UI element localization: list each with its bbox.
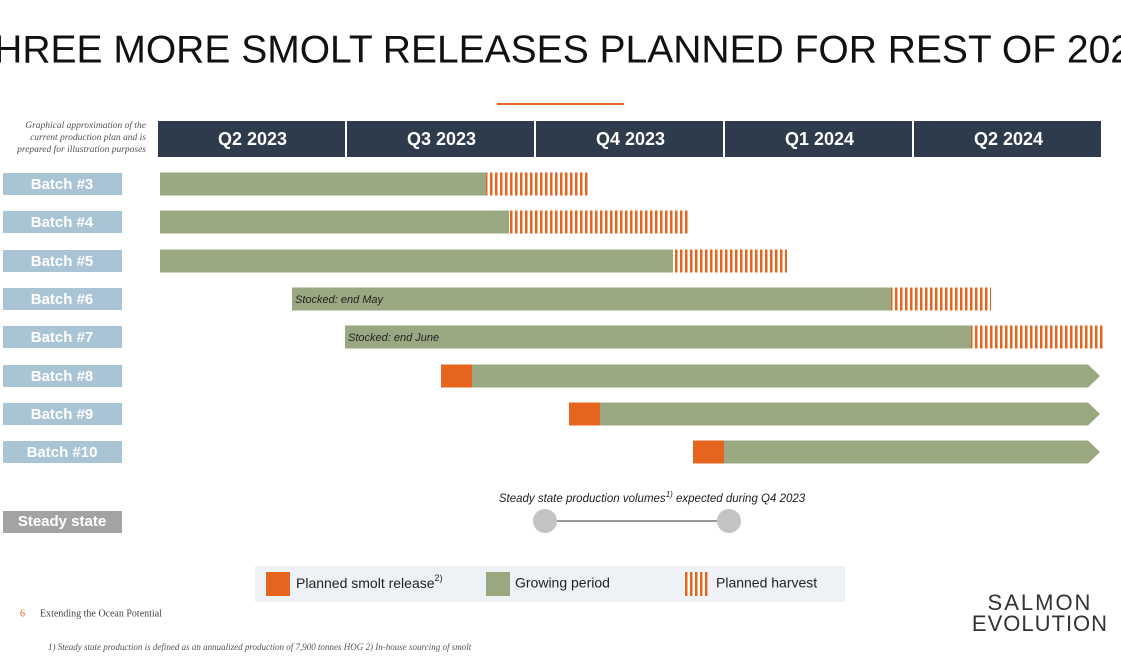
batch-label: Batch #10	[27, 444, 98, 461]
steady-dot	[717, 509, 741, 533]
quarter-label: Q4 2023	[596, 129, 665, 149]
legend-swatch	[486, 572, 510, 596]
batch-label-box	[3, 326, 122, 348]
quarter-label: Q2 2024	[974, 129, 1043, 149]
planned-harvest	[971, 325, 1103, 349]
batch-label: Batch #7	[31, 329, 94, 346]
legend-text: Planned smolt release	[296, 575, 435, 591]
batch-label: Batch #3	[31, 176, 94, 193]
planned-harvest	[891, 287, 991, 311]
footnote: 1) Steady state production is defined as…	[48, 642, 472, 652]
batch-label-box	[3, 211, 122, 233]
growing-period	[160, 210, 509, 234]
batch-label-box	[3, 441, 122, 463]
disclaimer: current production plan and is	[30, 133, 146, 143]
growing-period	[472, 364, 1100, 388]
quarter-header	[914, 121, 1101, 157]
legend-box	[255, 566, 845, 602]
note-sup: 1)	[666, 490, 673, 499]
disclaimer: prepared for illustration purposes	[16, 144, 146, 155]
quarter-header	[536, 121, 723, 157]
growing-period	[292, 287, 891, 311]
quarter-header	[158, 121, 345, 157]
smolt-release	[569, 402, 600, 426]
logo-line: SALMON	[988, 590, 1093, 615]
smolt-release	[441, 364, 472, 388]
batch-label-box	[3, 250, 122, 272]
legend-swatch	[266, 572, 290, 596]
growing-period	[724, 440, 1100, 464]
smolt-release	[693, 440, 724, 464]
legend-label: Planned smolt release2)	[296, 573, 443, 590]
batch-label-box	[3, 365, 122, 387]
steady-state-note: Steady state production volumes1) expect…	[499, 490, 806, 505]
batch-label-box	[3, 403, 122, 425]
legend-sup: 2)	[435, 573, 443, 583]
disclaimer: Graphical approximation of the	[25, 120, 146, 131]
batch-label: Batch #8	[31, 368, 94, 385]
batch-label: Batch #6	[31, 291, 94, 308]
steady-dot	[533, 509, 557, 533]
growing-period	[600, 402, 1100, 426]
tagline: Extending the Ocean Potential	[40, 608, 162, 619]
growing-period	[160, 172, 486, 196]
planned-harvest	[673, 249, 787, 273]
quarter-label: Q1 2024	[785, 129, 854, 149]
batch-label-box	[3, 288, 122, 310]
steady-state-box	[3, 511, 122, 533]
note-text: Steady state production volumes	[499, 493, 666, 505]
batch-label: Batch #5	[31, 253, 94, 270]
quarter-header	[347, 121, 534, 157]
steady-state-label: Steady state	[18, 513, 106, 530]
planned-harvest	[509, 210, 690, 234]
note-text: expected during Q4 2023	[673, 493, 806, 505]
batch-label: Batch #4	[31, 214, 94, 231]
stocked-note: Stocked: end May	[295, 294, 385, 306]
quarter-header	[725, 121, 912, 157]
batch-label-box	[3, 173, 122, 195]
legend-label: Planned harvest	[716, 575, 817, 591]
growing-period	[160, 249, 673, 273]
logo-line: EVOLUTION	[972, 611, 1108, 636]
legend-label: Growing period	[515, 575, 610, 591]
stocked-note: Stocked: end June	[348, 332, 439, 344]
slide-title: THREE MORE SMOLT RELEASES PLANNED FOR RE…	[0, 28, 1121, 71]
batch-label: Batch #9	[31, 406, 94, 423]
growing-period	[345, 325, 971, 349]
planned-harvest	[486, 172, 588, 196]
legend-swatch	[684, 572, 708, 596]
quarter-label: Q2 2023	[218, 129, 287, 149]
quarter-label: Q3 2023	[407, 129, 476, 149]
page-number: 6	[20, 608, 25, 619]
